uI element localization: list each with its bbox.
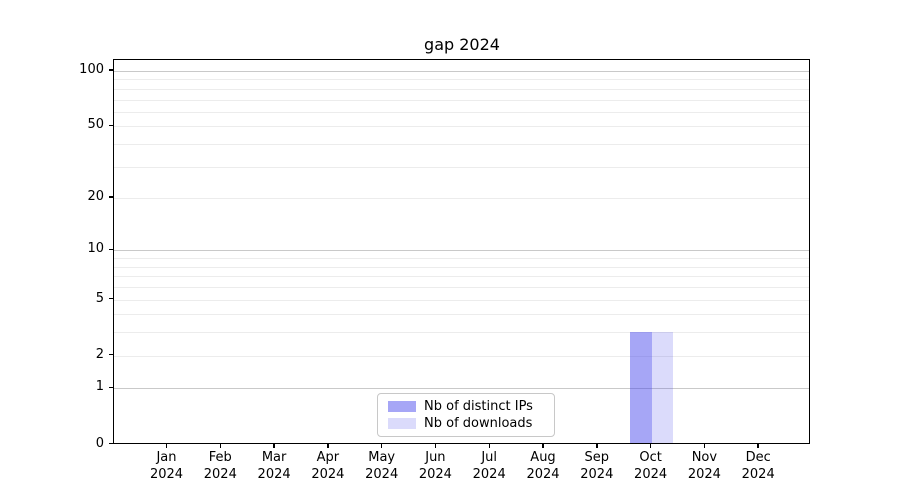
y-tick-label: 10 [87, 241, 104, 257]
x-tick-label: Jan 2024 [127, 450, 207, 483]
legend-label-distinct-ips: Nb of distinct IPs [424, 399, 533, 414]
y-major-gridline [114, 71, 809, 72]
x-tick-label: Mar 2024 [234, 450, 314, 483]
y-tick-label: 0 [95, 435, 104, 451]
x-tick-month: Mar [261, 450, 287, 465]
y-major-gridline [114, 388, 809, 390]
x-tick-mark [542, 443, 544, 448]
x-tick-mark [327, 443, 329, 448]
x-tick-label: Apr 2024 [288, 450, 368, 483]
legend-swatch-downloads [388, 418, 416, 429]
x-tick-year: 2024 [580, 466, 614, 482]
x-tick-mark [434, 443, 437, 448]
y-minor-gridline [114, 79, 809, 81]
bar-nb-of-downloads [651, 331, 674, 443]
x-tick-month: Nov [691, 450, 718, 465]
y-minor-gridline [114, 144, 809, 145]
y-tick-mark [108, 196, 113, 198]
x-tick-month: Oct [639, 450, 662, 465]
x-tick-label: Sep 2024 [557, 450, 637, 483]
y-tick-mark [108, 442, 113, 445]
x-tick-year: 2024 [365, 466, 399, 482]
x-tick-month: Feb [208, 450, 232, 465]
x-tick-year: 2024 [203, 466, 237, 482]
bar-nb-of-distinct-ips [630, 331, 652, 443]
x-tick-label: Nov 2024 [664, 450, 744, 483]
x-tick-label: Jul 2024 [449, 450, 529, 483]
x-tick-label: Aug 2024 [503, 450, 583, 483]
x-tick-year: 2024 [257, 466, 291, 482]
x-tick-label: May 2024 [342, 450, 422, 483]
x-tick-mark [219, 443, 221, 448]
x-tick-mark [380, 443, 383, 448]
x-tick-mark [165, 443, 168, 448]
legend: Nb of distinct IPs Nb of downloads [377, 393, 555, 437]
y-minor-gridline [114, 299, 809, 301]
x-tick-year: 2024 [634, 466, 668, 482]
x-tick-month: Jan [156, 450, 177, 465]
y-minor-gridline [114, 111, 809, 113]
y-minor-gridline [114, 88, 809, 90]
x-tick-month: Jun [425, 450, 446, 465]
x-tick-year: 2024 [687, 466, 721, 482]
y-tick-label: 20 [87, 189, 104, 205]
plot-area [113, 58, 810, 444]
y-minor-gridline [114, 99, 809, 101]
y-tick-label: 2 [95, 346, 104, 362]
y-tick-label: 50 [87, 117, 104, 133]
chart-title: gap 2024 [424, 35, 500, 54]
legend-swatch-distinct-ips [388, 401, 416, 412]
y-tick-label: 5 [95, 290, 104, 306]
y-minor-gridline [114, 258, 809, 260]
x-tick-month: May [368, 450, 396, 465]
y-tick-label: 100 [79, 62, 104, 77]
x-tick-mark [649, 443, 652, 448]
x-tick-month: Sep [584, 450, 610, 465]
x-tick-month: Apr [316, 450, 340, 465]
x-tick-mark [596, 443, 598, 448]
x-tick-month: Jul [481, 450, 498, 465]
x-tick-label: Jun 2024 [395, 450, 475, 483]
x-tick-year: 2024 [741, 466, 775, 482]
x-tick-year: 2024 [311, 466, 345, 482]
y-major-gridline [114, 250, 809, 252]
x-tick-label: Oct 2024 [611, 450, 691, 483]
y-minor-gridline [114, 266, 809, 268]
y-minor-gridline [114, 355, 809, 357]
legend-label-downloads: Nb of downloads [424, 416, 533, 431]
x-tick-mark [488, 443, 490, 448]
y-tick-mark [108, 353, 113, 356]
x-tick-month: Dec [745, 450, 771, 465]
y-minor-gridline [114, 287, 809, 288]
y-tick-mark [108, 69, 113, 71]
y-minor-gridline [114, 332, 809, 334]
x-tick-year: 2024 [149, 466, 184, 482]
x-tick-year: 2024 [418, 466, 452, 482]
x-tick-mark [703, 443, 706, 448]
y-tick-mark [108, 386, 113, 389]
y-tick-mark [108, 297, 113, 300]
y-minor-gridline [114, 126, 809, 128]
y-minor-gridline [114, 198, 809, 200]
legend-item-distinct-ips: Nb of distinct IPs [388, 398, 544, 415]
y-minor-gridline [114, 314, 809, 316]
y-tick-label: 1 [95, 379, 104, 395]
x-tick-label: Feb 2024 [180, 450, 260, 483]
y-minor-gridline [114, 276, 809, 278]
x-tick-mark [757, 443, 759, 448]
x-tick-mark [273, 443, 275, 448]
y-tick-mark [108, 248, 113, 251]
x-tick-month: Aug [530, 450, 556, 465]
y-minor-gridline [114, 166, 809, 168]
legend-item-downloads: Nb of downloads [388, 415, 544, 432]
x-tick-year: 2024 [526, 466, 560, 482]
x-tick-label: Dec 2024 [718, 450, 798, 483]
x-tick-year: 2024 [472, 466, 506, 482]
y-tick-mark [108, 124, 113, 126]
